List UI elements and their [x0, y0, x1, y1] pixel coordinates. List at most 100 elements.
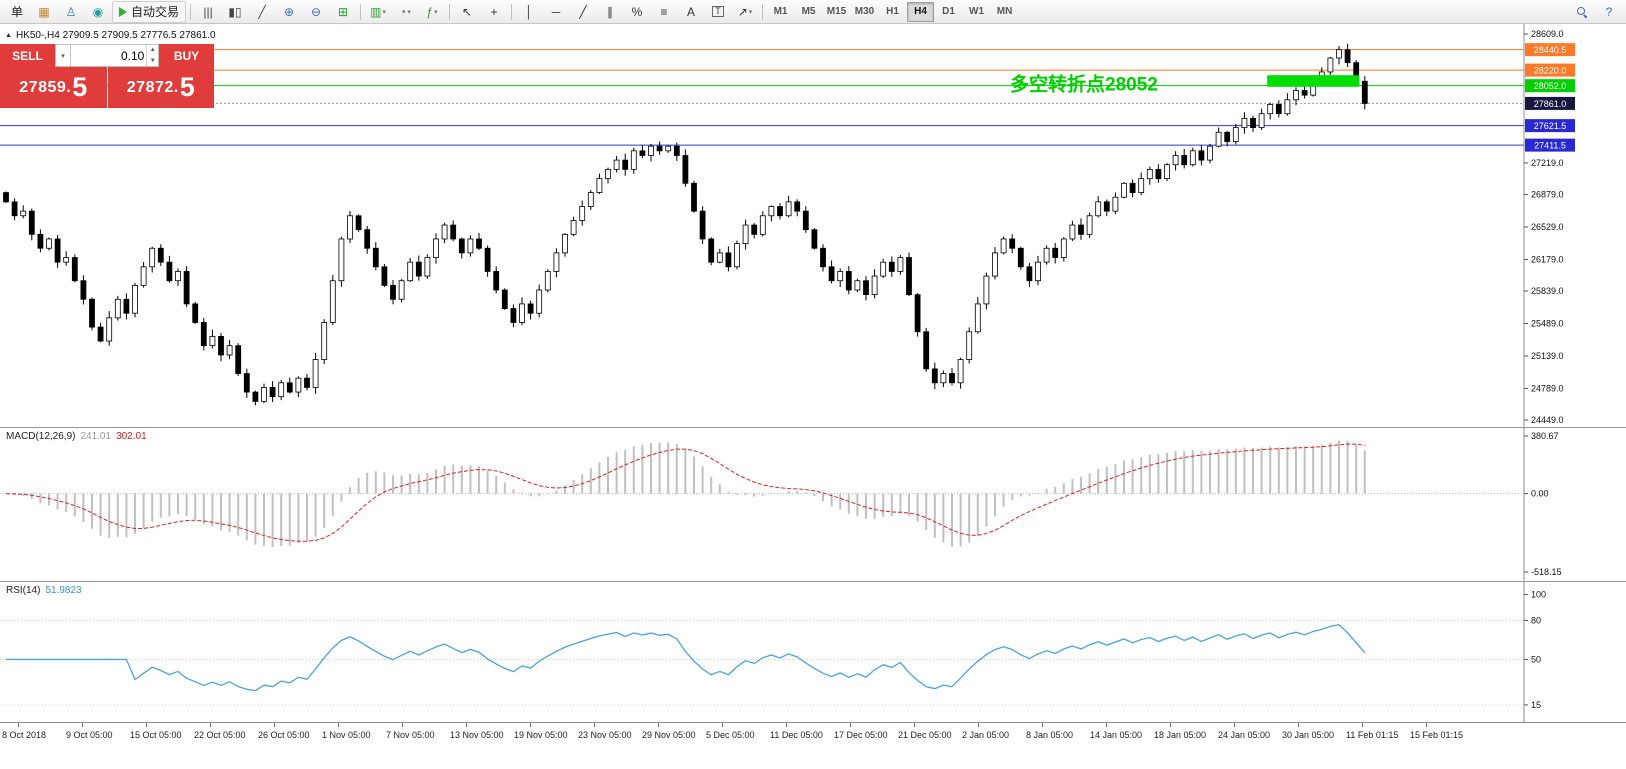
time-label: 8 Jan 05:00: [1026, 730, 1074, 740]
time-label: 11 Dec 05:00: [770, 730, 823, 740]
tf-button-M30[interactable]: M30: [854, 6, 875, 17]
time-label: 21 Dec 05:00: [898, 730, 952, 740]
price-level-badge: 28220.0: [1525, 63, 1575, 77]
channel-button[interactable]: ∥: [597, 1, 623, 23]
time-tick: [402, 723, 403, 727]
macd-panel-canvas[interactable]: 380.67 0.00 -518.15: [0, 428, 1626, 582]
cursor-button[interactable]: ↖: [454, 1, 480, 23]
tf-button-M5[interactable]: M5: [801, 6, 816, 17]
panel-separator[interactable]: [0, 427, 1626, 428]
volume-input[interactable]: [71, 45, 147, 66]
navigator-button[interactable]: ♙: [58, 1, 84, 23]
time-tick: [466, 723, 467, 727]
tf-button-H4[interactable]: H4: [907, 1, 935, 22]
new-chart-button[interactable]: ▥ ▾: [365, 1, 391, 23]
toolbar-separator: [190, 3, 192, 20]
new-order-icon: 单: [10, 4, 23, 19]
highlight-rectangle: [1267, 75, 1360, 87]
dropdown-arrow-icon: ▾: [748, 8, 753, 16]
time-tick: [1106, 723, 1107, 727]
time-tick: [274, 723, 275, 727]
market-watch-button[interactable]: ▦: [31, 1, 57, 23]
svg-text:-518.15: -518.15: [1531, 567, 1562, 577]
price-level-badge: 28440.5: [1525, 43, 1575, 57]
autotrade-button[interactable]: 自动交易: [112, 0, 187, 23]
tf-button-M1[interactable]: M1: [773, 6, 788, 17]
time-tick: [1042, 723, 1043, 727]
time-tick: [1362, 723, 1363, 727]
volume-increase-button[interactable]: ▲: [149, 47, 156, 54]
profiles-button[interactable]: ◔ ▾: [392, 1, 418, 23]
svg-text:28052.0: 28052.0: [1534, 81, 1567, 91]
time-label: 26 Oct 05:00: [258, 730, 310, 740]
new-order-button[interactable]: 单: [4, 1, 30, 23]
time-label: 1 Nov 05:00: [322, 730, 371, 740]
buy-button[interactable]: BUY: [159, 44, 214, 67]
svg-text:25489.0: 25489.0: [1531, 319, 1564, 329]
help-icon: ?: [1605, 4, 1613, 19]
shapes-button[interactable]: ≡: [651, 1, 677, 23]
tf-button-W1[interactable]: W1: [969, 6, 985, 17]
price-level-badge: 27411.5: [1525, 138, 1575, 152]
buy-price: 27872.: [126, 78, 179, 96]
rsi-panel-canvas[interactable]: 100 80 50 15: [0, 582, 1626, 722]
trendline-button[interactable]: ╱: [570, 1, 596, 23]
zoom-out-button[interactable]: ⊖: [303, 1, 329, 23]
fibonacci-icon: %: [631, 4, 643, 19]
tf-button-MN[interactable]: MN: [996, 6, 1013, 17]
tile-windows-button[interactable]: ⊞: [330, 1, 356, 23]
strategy-tester-button[interactable]: ◉: [85, 1, 111, 23]
time-label: 9 Oct 05:00: [66, 730, 113, 740]
horizontal-line-icon: ─: [551, 4, 561, 19]
toolbar-separator: [762, 3, 764, 20]
time-tick: [1234, 723, 1235, 727]
chart-title: ▲ HK50-,H4 27909.5 27909.5 27776.5 27861…: [5, 30, 216, 41]
macd-label-text: MACD(12,26,9): [6, 431, 76, 442]
crosshair-icon: +: [490, 4, 498, 19]
search-button[interactable]: [1569, 1, 1595, 23]
tf-button-M15[interactable]: M15: [826, 6, 847, 17]
sell-price-box[interactable]: 27859. 5: [0, 67, 107, 108]
candles: [3, 43, 1368, 406]
sell-button[interactable]: SELL: [0, 44, 55, 67]
dropdown-arrow-icon: ▾: [434, 8, 438, 16]
bar-chart-button[interactable]: |||: [195, 1, 221, 23]
tf-button-D1[interactable]: D1: [942, 6, 955, 17]
volume-decrease-button[interactable]: ▼: [149, 57, 156, 64]
navigator-icon: ♙: [65, 4, 77, 19]
line-chart-button[interactable]: ╱: [249, 1, 275, 23]
time-axis[interactable]: 8 Oct 2018 9 Oct 05:00 15 Oct 05:00 22 Oct …: [0, 722, 1626, 769]
time-label: 23 Nov 05:00: [578, 730, 632, 740]
fibonacci-button[interactable]: %: [624, 1, 650, 23]
text-label-button[interactable]: T: [705, 1, 731, 23]
text-button[interactable]: A: [678, 1, 704, 23]
arrows-button[interactable]: ↗ ▾: [732, 1, 758, 23]
panel-separator[interactable]: [0, 581, 1626, 582]
svg-text:26879.0: 26879.0: [1531, 190, 1564, 200]
one-click-toggle-button[interactable]: ▲: [5, 32, 12, 39]
buy-price-box[interactable]: 27872. 5: [107, 67, 214, 108]
one-click-trading-panel: SELL ▾ ▲ ▼ BUY 27859.5 27872.5: [0, 44, 214, 108]
strategy-tester-icon: ◉: [92, 4, 104, 19]
main-chart-canvas[interactable]: 多空转折点28052 28609.0 27219.0 26879.0 26529.0 26…: [0, 24, 1626, 428]
new-chart-icon: ▥: [370, 4, 382, 19]
tf-button-H1[interactable]: H1: [886, 6, 899, 17]
rsi-value: 51.9823: [45, 585, 82, 596]
indicators-button[interactable]: ƒ ▾: [419, 1, 445, 23]
time-tick: [530, 723, 531, 727]
time-label: 19 Nov 05:00: [514, 730, 568, 740]
market-watch-icon: ▦: [38, 4, 50, 19]
vertical-line-button[interactable]: │: [516, 1, 542, 23]
svg-text:27219.0: 27219.0: [1531, 158, 1564, 168]
time-label: 18 Jan 05:00: [1154, 730, 1207, 740]
crosshair-button[interactable]: +: [481, 1, 507, 23]
price-level-badge: 28052.0: [1525, 79, 1575, 93]
help-button[interactable]: ?: [1596, 1, 1622, 23]
horizontal-line-button[interactable]: ─: [543, 1, 569, 23]
time-label: 15 Oct 05:00: [130, 730, 182, 740]
time-tick: [1170, 723, 1171, 727]
volume-dropdown-button[interactable]: ▾: [55, 44, 71, 67]
zoom-in-button[interactable]: ⊕: [276, 1, 302, 23]
candlestick-chart-button[interactable]: ▮▯: [222, 1, 248, 23]
time-label: 29 Nov 05:00: [642, 730, 696, 740]
